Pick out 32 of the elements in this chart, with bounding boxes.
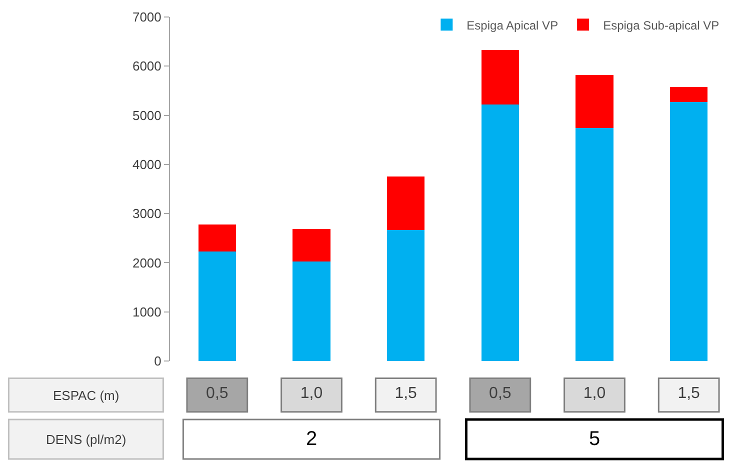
text: ESPAC (m) [53, 388, 120, 403]
x-tick-label: 0,5 [489, 385, 512, 402]
bar [576, 74, 614, 128]
y-tick-label: 4000 [132, 156, 162, 172]
text: 5 [589, 428, 600, 450]
bar [670, 102, 708, 361]
y-tick-label: 2000 [132, 255, 162, 270]
y-tick-label: 3000 [132, 206, 162, 222]
y-tick-label: 5000 [132, 108, 162, 123]
y-tick-label: 6000 [132, 58, 162, 74]
bar [670, 86, 708, 102]
bar [292, 228, 330, 262]
bar [198, 251, 236, 361]
y-tick-label: 0 [154, 354, 162, 369]
x-tick-label: 1,5 [394, 385, 418, 402]
x-tick-label: 1,5 [678, 385, 700, 402]
bar [481, 50, 520, 104]
bar [576, 128, 614, 361]
legend-label: Espiga Sub-apical VP [603, 18, 720, 32]
bar [198, 224, 236, 252]
bar [292, 262, 330, 361]
text: DENS (pl/m2) [46, 432, 126, 447]
bar [481, 104, 520, 361]
text: 2 [306, 428, 318, 450]
bar [386, 230, 425, 361]
bar [386, 176, 425, 230]
x-tick-label: 0,5 [206, 385, 228, 402]
x-tick-label: 1,0 [300, 385, 323, 402]
y-tick-label: 7000 [132, 10, 162, 25]
x-tick-label: 1,0 [583, 385, 606, 402]
legend-label: Espiga Apical VP [466, 18, 558, 32]
y-tick-label: 1000 [132, 304, 162, 320]
